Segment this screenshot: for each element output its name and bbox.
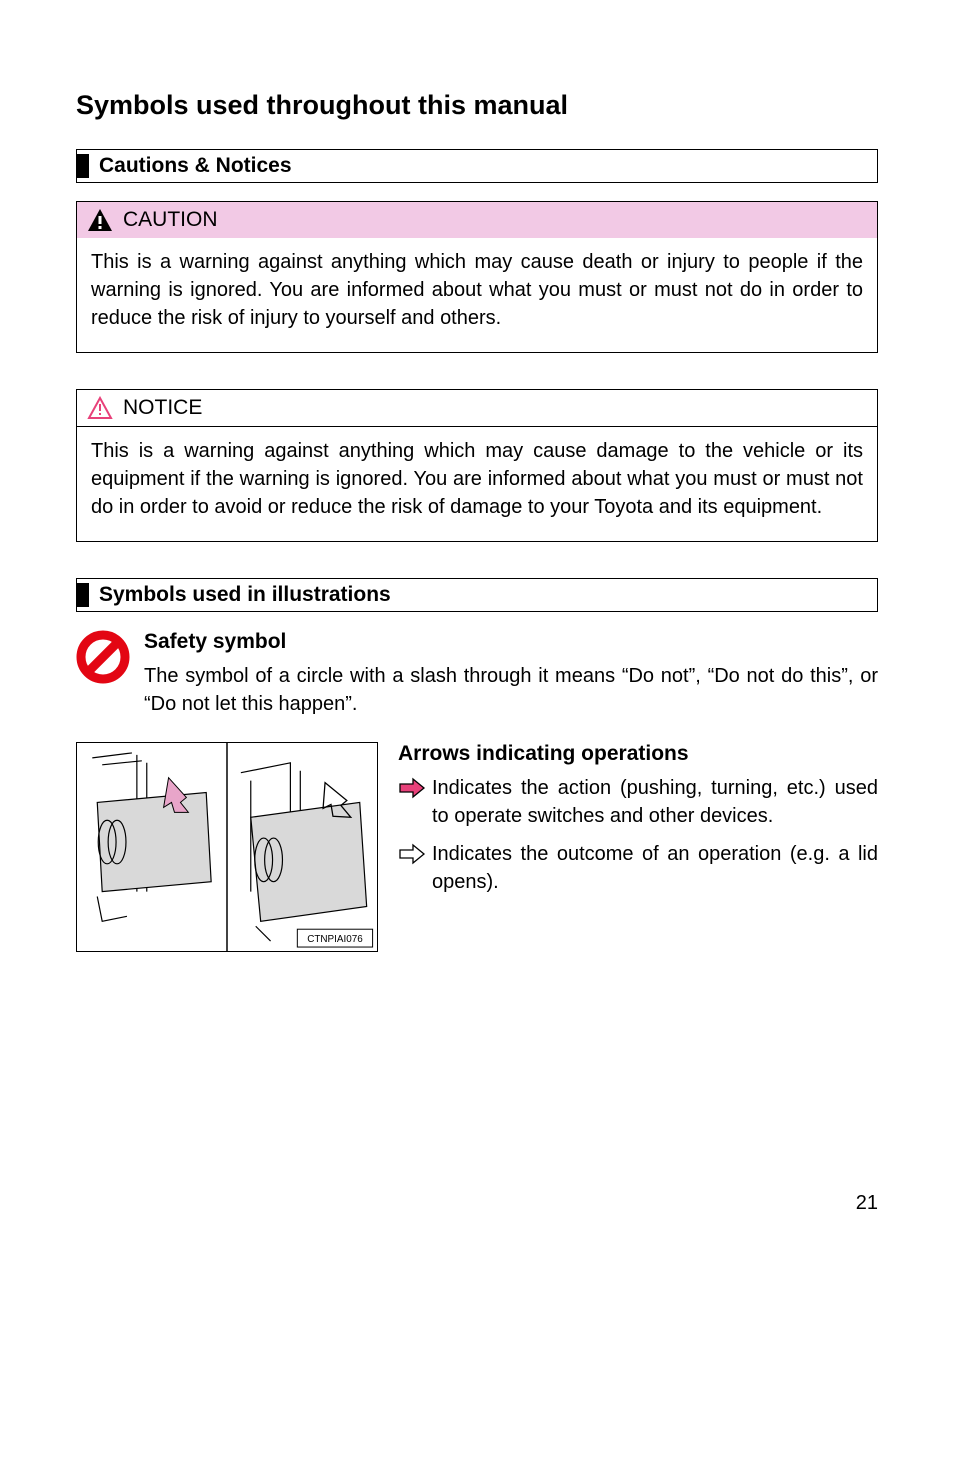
heading-bar <box>77 583 89 607</box>
arrows-row: CTNPIAI076 Arrows indicating operations … <box>76 742 878 952</box>
caution-label: CAUTION <box>123 208 218 232</box>
safety-text: The symbol of a circle with a slash thro… <box>144 662 878 718</box>
safety-title: Safety symbol <box>144 630 878 654</box>
page-title: Symbols used throughout this manual <box>76 90 878 121</box>
notice-header: NOTICE <box>77 390 877 427</box>
caution-body: This is a warning against anything which… <box>77 238 877 352</box>
notice-label: NOTICE <box>123 396 202 420</box>
arrows-title: Arrows indicating operations <box>398 742 878 766</box>
illustration-code: CTNPIAI076 <box>307 934 363 945</box>
notice-box: NOTICE This is a warning against anythin… <box>76 389 878 542</box>
arrows-content: Arrows indicating operations Indicates t… <box>398 742 878 906</box>
warning-triangle-outline-icon <box>87 396 113 420</box>
arrow-item1-text: Indicates the action (pushing, turning, … <box>432 774 878 830</box>
outline-arrow-icon <box>398 843 426 865</box>
notice-body: This is a warning against anything which… <box>77 427 877 541</box>
arrow-item-outline: Indicates the outcome of an operation (e… <box>398 840 878 896</box>
section-heading-cautions: Cautions & Notices <box>76 149 878 183</box>
safety-symbol-row: Safety symbol The symbol of a circle wit… <box>76 630 878 718</box>
caution-box: CAUTION This is a warning against anythi… <box>76 201 878 353</box>
section-heading-symbols: Symbols used in illustrations <box>76 578 878 612</box>
solid-arrow-icon <box>398 777 426 799</box>
operations-illustration: CTNPIAI076 <box>76 742 378 952</box>
prohibit-icon <box>76 630 130 684</box>
page-number: 21 <box>76 1192 878 1215</box>
section-heading-label: Symbols used in illustrations <box>99 583 391 607</box>
arrow-item2-text: Indicates the outcome of an operation (e… <box>432 840 878 896</box>
safety-symbol-content: Safety symbol The symbol of a circle wit… <box>144 630 878 718</box>
caution-header: CAUTION <box>77 202 877 238</box>
heading-bar <box>77 154 89 178</box>
warning-triangle-solid-icon <box>87 208 113 232</box>
section-heading-label: Cautions & Notices <box>99 154 292 178</box>
arrow-item-solid: Indicates the action (pushing, turning, … <box>398 774 878 830</box>
